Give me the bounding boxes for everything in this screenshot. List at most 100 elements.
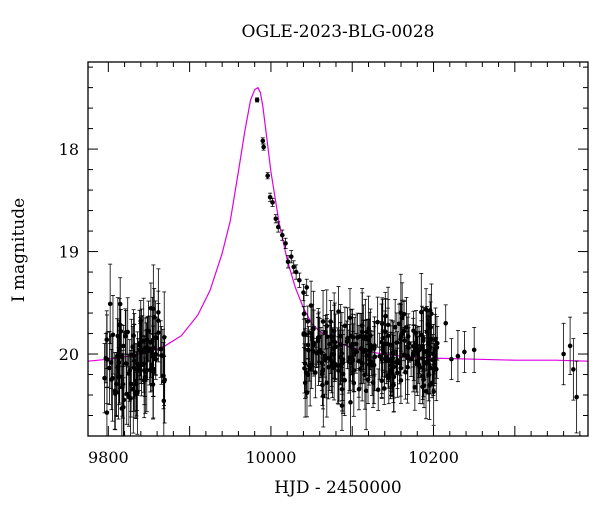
- baseline-late-point: [329, 334, 334, 340]
- baseline-late-point: [319, 369, 325, 374]
- baseline-late-point: [372, 343, 377, 348]
- baseline-late-point: [337, 354, 343, 360]
- baseline-late-point: [336, 309, 341, 314]
- baseline-early-point: [130, 386, 136, 392]
- baseline-late-point: [402, 338, 407, 343]
- y-axis-label: I magnitude: [9, 197, 29, 303]
- peak-point: [267, 194, 273, 200]
- baseline-early-point: [113, 391, 118, 397]
- baseline-late-point: [430, 357, 436, 363]
- baseline-late-point: [328, 319, 333, 324]
- baseline-early-point: [144, 368, 150, 373]
- baseline-late-point: [423, 388, 429, 394]
- baseline-early-point: [107, 301, 113, 307]
- baseline-late-point: [413, 340, 418, 346]
- baseline-late-point: [394, 340, 400, 345]
- peak-point: [304, 285, 309, 290]
- baseline-late-point: [342, 323, 348, 329]
- baseline-early-point: [128, 381, 134, 387]
- late-point: [449, 356, 454, 362]
- baseline-early-point: [117, 353, 123, 359]
- x-axis-label: HJD - 2450000: [274, 478, 402, 498]
- baseline-early-point: [160, 353, 166, 359]
- baseline-late-point: [310, 348, 316, 354]
- baseline-late-point: [350, 341, 356, 347]
- baseline-late-point: [340, 371, 346, 377]
- baseline-early-point: [144, 337, 150, 342]
- baseline-late-point: [306, 363, 312, 369]
- baseline-late-point: [410, 352, 416, 358]
- late-point: [455, 353, 461, 359]
- baseline-late-point: [431, 367, 436, 372]
- baseline-early-point: [128, 396, 133, 401]
- axis-tick-labels: 9800 10000 10200 18 19 20: [59, 140, 459, 467]
- baseline-late-point: [412, 384, 418, 390]
- baseline-late-point: [316, 334, 322, 340]
- baseline-late-point: [382, 350, 387, 356]
- baseline-early-point: [119, 406, 125, 411]
- baseline-late-point: [349, 359, 354, 364]
- baseline-late-point: [408, 356, 414, 362]
- baseline-late-point: [308, 331, 314, 336]
- baseline-early-point: [153, 335, 158, 341]
- baseline-early-point: [150, 338, 155, 343]
- baseline-early-point: [141, 338, 147, 344]
- peak-point: [301, 290, 306, 295]
- baseline-late-point: [301, 311, 307, 317]
- peak-point: [270, 200, 275, 205]
- data-points-layer: [102, 97, 579, 436]
- baseline-early-point: [118, 329, 124, 334]
- peak-point: [273, 216, 279, 222]
- baseline-late-point: [356, 358, 362, 364]
- baseline-late-point: [323, 329, 328, 335]
- baseline-late-point: [381, 386, 387, 391]
- baseline-late-point: [371, 362, 377, 368]
- baseline-early-point: [123, 361, 129, 366]
- baseline-late-point: [433, 336, 438, 342]
- late-point: [574, 394, 579, 400]
- baseline-late-point: [365, 337, 371, 342]
- model-curve: [87, 86, 589, 362]
- baseline-late-point: [406, 345, 411, 351]
- peak-point: [297, 277, 302, 283]
- baseline-early-point: [158, 346, 163, 352]
- baseline-late-point: [305, 319, 311, 324]
- baseline-early-point: [103, 355, 109, 361]
- baseline-late-point: [416, 362, 422, 367]
- baseline-early-point: [121, 343, 126, 349]
- baseline-late-point: [313, 370, 318, 375]
- baseline-late-point: [379, 356, 385, 361]
- y-tick-label: 20: [59, 345, 79, 364]
- peak-point: [288, 254, 294, 259]
- baseline-late-point: [336, 368, 341, 373]
- baseline-late-point: [333, 344, 338, 349]
- x-tick-label: 10200: [408, 448, 459, 467]
- baseline-early-point: [135, 361, 140, 367]
- y-tick-label: 18: [59, 140, 79, 159]
- baseline-late-point: [370, 380, 376, 385]
- late-point: [443, 320, 449, 326]
- baseline-late-point: [366, 362, 372, 367]
- baseline-late-point: [383, 354, 389, 360]
- baseline-late-point: [348, 400, 353, 405]
- peak-point: [293, 269, 299, 275]
- baseline-late-point: [327, 342, 333, 347]
- baseline-late-point: [399, 331, 405, 337]
- late-point: [462, 349, 467, 355]
- plot-frame: [87, 61, 589, 437]
- baseline-early-point: [107, 365, 112, 371]
- baseline-late-point: [418, 309, 424, 315]
- baseline-late-point: [311, 343, 317, 348]
- baseline-early-point: [115, 333, 121, 339]
- baseline-late-point: [398, 310, 404, 316]
- x-tick-label: 10000: [245, 448, 296, 467]
- chart-title: OGLE-2023-BLG-0028: [241, 22, 435, 42]
- baseline-early-point: [110, 332, 116, 338]
- baseline-late-point: [347, 315, 353, 321]
- peak-point: [283, 241, 288, 246]
- baseline-late-point: [367, 342, 373, 348]
- baseline-late-point: [302, 366, 307, 371]
- model-curve-layer: [87, 86, 589, 362]
- baseline-late-point: [388, 363, 393, 368]
